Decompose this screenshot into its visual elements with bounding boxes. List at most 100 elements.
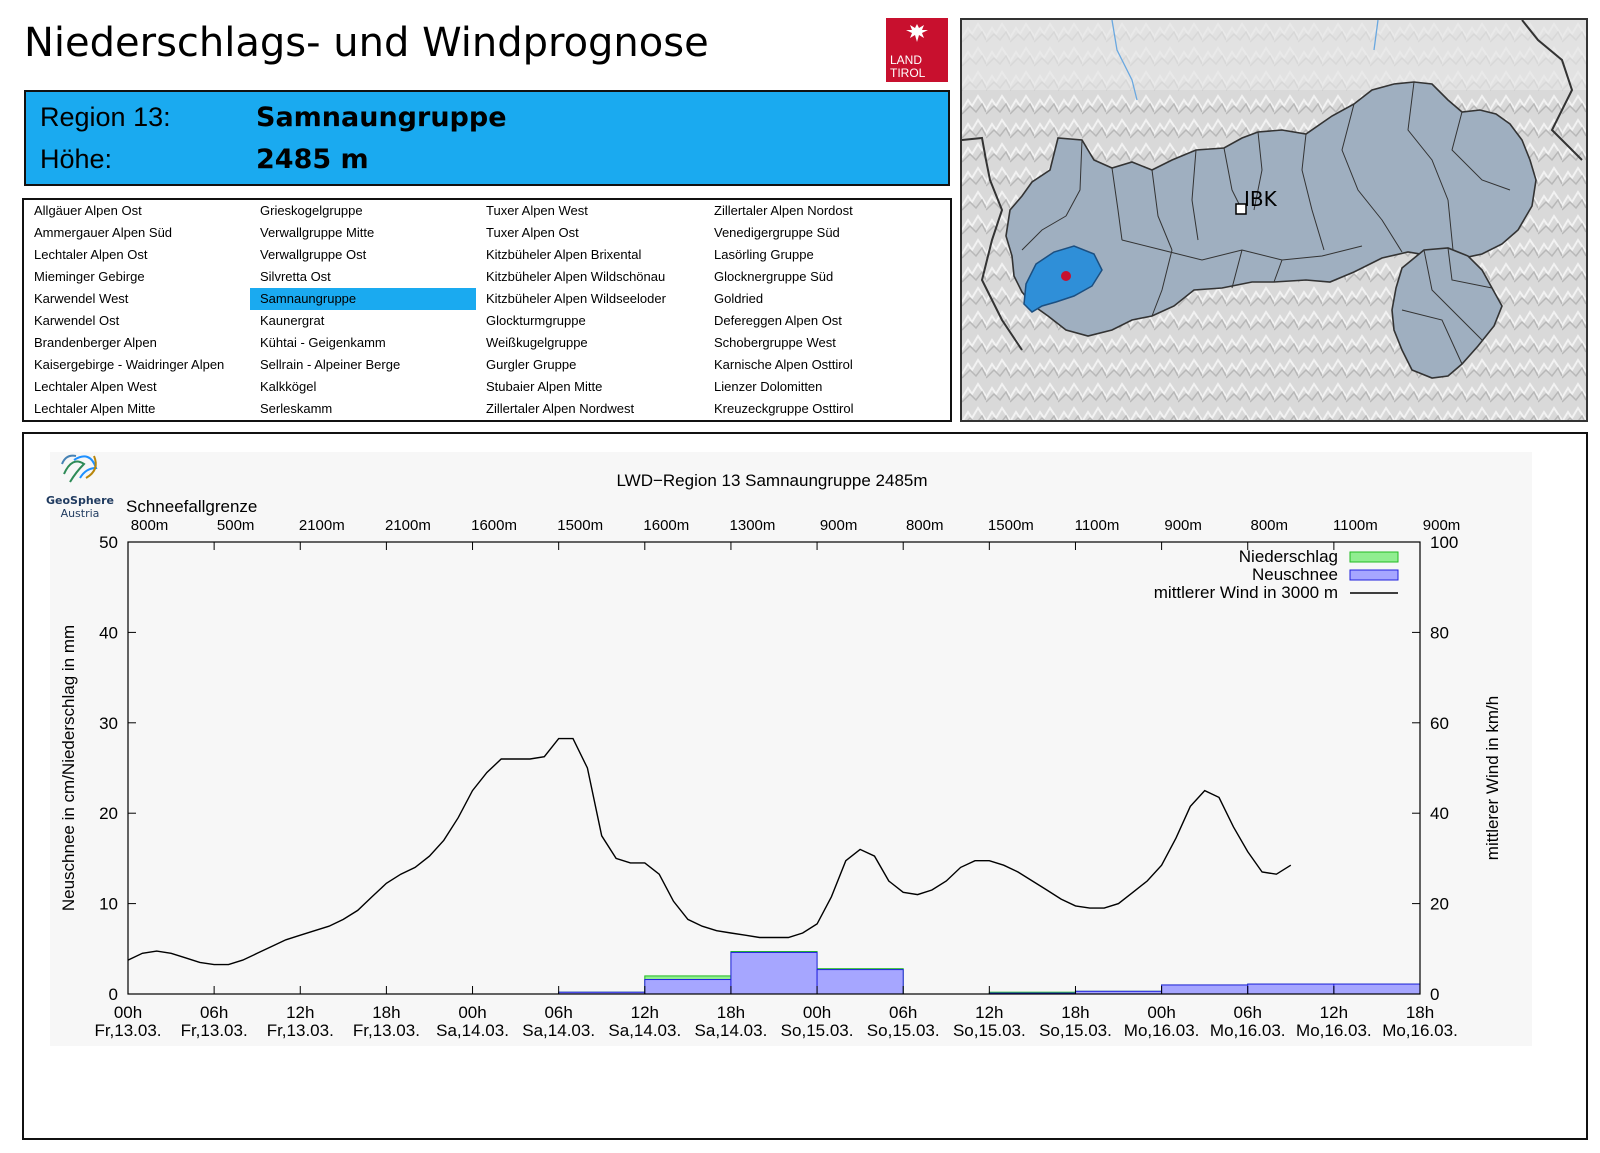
x-tick-time-label: 00h — [1147, 1003, 1175, 1022]
tirol-region-map[interactable]: IBK — [960, 18, 1588, 422]
region-list-item[interactable]: Verwallgruppe Ost — [260, 247, 367, 262]
region-list-item[interactable]: Sellrain - Alpeiner Berge — [260, 357, 401, 372]
region-list-item[interactable]: Kaunergrat — [260, 313, 325, 328]
x-tick-date-label: So,15.03. — [953, 1021, 1026, 1040]
region-list-item[interactable]: Allgäuer Alpen Ost — [34, 203, 142, 218]
snowline-label: 900m — [1423, 517, 1461, 534]
new-snow-bar — [1333, 983, 1421, 995]
y-left-tick-label: 40 — [99, 623, 118, 642]
x-tick-date-label: Fr,13.03. — [353, 1021, 420, 1040]
region-list-item[interactable]: Venedigergruppe Süd — [714, 225, 840, 240]
page-title: Niederschlags- und Windprognose — [24, 20, 709, 66]
x-tick-date-label: Sa,14.03. — [695, 1021, 768, 1040]
region-list-item[interactable]: Samnaungruppe — [250, 288, 476, 310]
legend-label: Niederschlag — [1239, 547, 1338, 566]
x-tick-time-label: 00h — [114, 1003, 142, 1022]
snowline-label: 900m — [1164, 517, 1202, 534]
region-list-item[interactable]: Stubaier Alpen Mitte — [486, 379, 603, 394]
region-list-item[interactable]: Mieminger Gebirge — [34, 269, 145, 284]
country-border — [1521, 20, 1583, 161]
forecast-chart: GeoSphere Austria LWD−Region 13 Samnaung… — [46, 452, 1532, 1046]
x-tick-time-label: 18h — [372, 1003, 400, 1022]
region-list-item[interactable]: Brandenberger Alpen — [34, 335, 157, 350]
y-right-tick-label: 20 — [1430, 895, 1449, 914]
map-lowland — [962, 20, 1586, 90]
legend-swatch-new-snow — [1349, 569, 1399, 581]
y-left-tick-label: 30 — [99, 714, 118, 733]
region-list-item[interactable]: Glockturmgruppe — [486, 313, 586, 328]
region-list-item[interactable]: Goldried — [714, 291, 764, 306]
snowline-label: 900m — [820, 517, 858, 534]
new-snow-bar — [1247, 983, 1335, 995]
x-tick-time-label: 18h — [717, 1003, 745, 1022]
region-list-item[interactable]: Weißkugelgruppe — [486, 335, 588, 350]
region-list-item[interactable]: Kreuzeckgruppe Osttirol — [714, 401, 854, 416]
city-label: IBK — [1244, 187, 1278, 211]
region-list-item[interactable]: Kitzbüheler Alpen Wildschönau — [486, 269, 666, 284]
y-axis-left-label: Neuschnee in cm/Niederschlag in mm — [59, 625, 78, 911]
geosphere-swirl-icon — [61, 454, 98, 483]
region-list-item[interactable]: Schobergruppe West — [714, 335, 836, 350]
x-tick-time-label: 00h — [458, 1003, 486, 1022]
x-tick-time-label: 18h — [1061, 1003, 1089, 1022]
city-marker-icon — [1235, 203, 1247, 215]
region-list-item[interactable]: Kaisergebirge - Waidringer Alpen — [34, 357, 225, 372]
region-list-item[interactable]: Gurgler Gruppe — [486, 357, 577, 372]
region-list-item[interactable]: Ammergauer Alpen Süd — [34, 225, 173, 240]
region-list-item[interactable]: Karwendel West — [34, 291, 129, 306]
region-list-item[interactable]: Tuxer Alpen West — [486, 203, 588, 218]
river — [1111, 20, 1138, 101]
eagle-icon-svg — [906, 24, 928, 42]
x-tick-date-label: So,15.03. — [1039, 1021, 1112, 1040]
tirol-north-outline — [1005, 81, 1537, 337]
new-snow-bar — [1161, 984, 1249, 995]
region-list-item[interactable]: Zillertaler Alpen Nordwest — [486, 401, 635, 416]
x-tick-time-label: 06h — [544, 1003, 572, 1022]
region-list-item[interactable]: Tuxer Alpen Ost — [486, 225, 579, 240]
new-snow-bar — [730, 951, 818, 995]
snowline-label: 800m — [906, 517, 944, 534]
legend-label: Neuschnee — [1252, 565, 1338, 584]
chart-frame: GeoSphere Austria LWD−Region 13 Samnaung… — [22, 432, 1588, 1140]
snowline-label: 1300m — [730, 517, 776, 534]
legend-swatch-precipitation — [1349, 551, 1399, 563]
region-list-item[interactable]: Kitzbüheler Alpen Wildseeloder — [486, 291, 666, 306]
region-list-item[interactable]: Grieskogelgruppe — [260, 203, 363, 218]
region-list-item[interactable]: Lechtaler Alpen Mitte — [34, 401, 156, 416]
region-list-item[interactable]: Serleskamm — [260, 401, 333, 416]
region-list-item[interactable]: Kitzbüheler Alpen Brixental — [486, 247, 642, 262]
region-list-item[interactable]: Kühtai - Geigenkamm — [260, 335, 386, 350]
region-borders-east — [1401, 247, 1493, 365]
logo-text-land: LAND — [890, 53, 923, 67]
region-list-column-2: Grieskogelgruppe Verwallgruppe Mitte Verwa… — [250, 200, 476, 420]
region-list-item[interactable]: Lienzer Dolomitten — [714, 379, 823, 394]
y-left-tick-label: 0 — [109, 985, 118, 1004]
region-list-item[interactable]: Verwallgruppe Mitte — [260, 225, 375, 240]
region-list-item[interactable]: Silvretta Ost — [260, 269, 331, 284]
region-list-item[interactable]: Lechtaler Alpen Ost — [34, 247, 148, 262]
geosphere-logo: GeoSphere Austria — [46, 454, 114, 520]
region-list-item[interactable]: Zillertaler Alpen Nordost — [714, 203, 853, 218]
river — [1373, 20, 1379, 51]
region-list-item[interactable]: Lechtaler Alpen West — [34, 379, 157, 394]
region-list-item[interactable]: Defereggen Alpen Ost — [714, 313, 842, 328]
x-tick-date-label: Sa,14.03. — [522, 1021, 595, 1040]
region-list-item[interactable]: Karwendel Ost — [34, 313, 120, 328]
region-list: Allgäuer Alpen Ost Ammergauer Alpen Süd Le… — [22, 198, 952, 422]
y-left-tick-label: 50 — [99, 533, 118, 552]
plot-frame — [127, 541, 1421, 995]
x-tick-date-label: Fr,13.03. — [94, 1021, 161, 1040]
wind-line — [127, 737, 1292, 966]
region-list-item[interactable]: Kalkkögel — [260, 379, 317, 394]
region-name: Samnaungruppe — [256, 102, 507, 133]
legend-label: mittlerer Wind in 3000 m — [1154, 583, 1338, 602]
x-tick-time-label: 06h — [889, 1003, 917, 1022]
region-list-item[interactable]: Glocknergruppe Süd — [714, 269, 834, 284]
geosphere-logo-line2: Austria — [61, 507, 100, 520]
y-left-tick-label: 10 — [99, 895, 118, 914]
eagle-icon — [886, 22, 948, 51]
x-tick-date-label: Mo,16.03. — [1210, 1021, 1286, 1040]
region-list-item[interactable]: Karnische Alpen Osttirol — [714, 357, 853, 372]
region-list-item[interactable]: Lasörling Gruppe — [714, 247, 814, 262]
